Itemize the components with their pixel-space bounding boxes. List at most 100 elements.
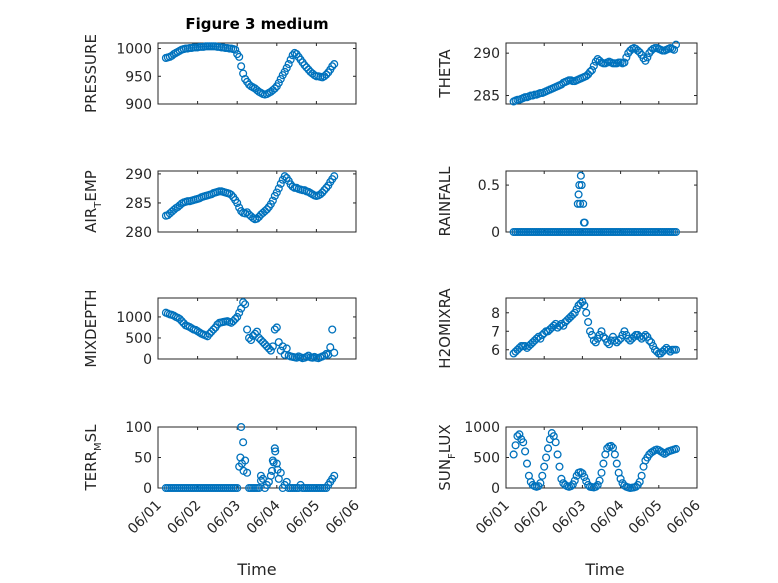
data-point [532, 334, 541, 343]
data-point [264, 344, 273, 353]
data-point [579, 199, 588, 208]
y-tick-label: 950 [125, 69, 152, 85]
y-axis-label-part: PRESSURE [82, 34, 100, 113]
data-point [652, 347, 661, 356]
data-point [639, 332, 648, 341]
data-point [282, 63, 291, 72]
y-tick-label: 900 [125, 97, 152, 113]
data-point [585, 67, 595, 76]
data-point [286, 55, 295, 64]
data-point [330, 348, 339, 357]
data-point [557, 319, 566, 328]
data-point [300, 61, 309, 70]
y-axis-label-h2omixra: H2OMIXRA [436, 288, 454, 369]
data-point [519, 438, 528, 447]
data-point [328, 62, 337, 71]
data-point [235, 52, 244, 61]
data-point [637, 471, 646, 480]
panel-pressure: 900 950 1000 PRESSURE [82, 34, 357, 113]
data-point [576, 199, 585, 208]
axes-box-terr_msl [157, 426, 357, 489]
data-point [566, 482, 575, 491]
data-point [664, 345, 673, 354]
y-tick-label: 290 [473, 46, 500, 62]
data-point [268, 196, 277, 205]
data-point [269, 458, 278, 467]
data-point [256, 476, 266, 485]
y-axis-label-part: M [93, 442, 104, 451]
figure-title: Figure 3 medium [185, 15, 328, 33]
axes-box-air_temp [157, 170, 357, 233]
y-tick-label: 0 [491, 225, 500, 241]
data-point [534, 332, 543, 341]
y-tick-label: 100 [125, 420, 152, 436]
data-point [322, 70, 331, 79]
data-point [262, 205, 271, 214]
data-point [304, 351, 313, 360]
data-point [649, 447, 658, 456]
data-point [597, 327, 606, 336]
data-point [540, 462, 549, 471]
data-point [557, 474, 566, 483]
y-tick-label: 0 [143, 352, 152, 368]
data-point [276, 179, 285, 188]
series-rainfall [509, 171, 681, 237]
data-point [328, 325, 337, 334]
y-axis-label-pressure: PRESSURE [82, 34, 100, 113]
data-point [239, 466, 248, 475]
data-point [273, 465, 282, 474]
y-tick-label: 7 [491, 324, 500, 340]
data-point [570, 476, 579, 485]
data-point [231, 45, 240, 54]
panel-mixdepth: 0 500 1000 MIXDEPTH [82, 289, 357, 368]
data-point [620, 58, 629, 67]
data-point [577, 181, 586, 190]
data-point [540, 329, 549, 338]
data-point [276, 75, 285, 84]
data-point [528, 480, 537, 490]
data-point [589, 61, 598, 70]
data-point [280, 67, 289, 76]
series-air_temp [161, 172, 339, 224]
data-point [239, 298, 248, 307]
panel-h2omixra: 6 7 8 H2OMIXRA [436, 288, 698, 369]
y-tick-label: 0 [143, 481, 152, 497]
series-pressure [161, 42, 339, 99]
axes-box-sun_flux [505, 426, 698, 489]
y-axis-label-part: T [93, 201, 104, 209]
y-axis-label-part: F [447, 453, 458, 459]
y-axis-label-part: H2OMIXRA [436, 288, 454, 369]
data-point [643, 53, 652, 62]
data-point [271, 447, 280, 456]
data-point [320, 351, 329, 360]
data-point [193, 327, 202, 336]
data-point [302, 352, 311, 361]
data-point [169, 311, 178, 320]
data-point [616, 474, 625, 483]
data-point [278, 342, 287, 351]
data-point [568, 310, 577, 319]
data-point [553, 450, 562, 459]
data-point [574, 190, 583, 199]
data-point [555, 462, 564, 471]
data-point [603, 338, 612, 347]
data-point [641, 330, 650, 340]
data-point [237, 459, 247, 468]
y-axis-label-sun_flux: SUNFLUX [436, 424, 458, 490]
y-axis-label-part: MIXDEPTH [82, 289, 100, 367]
data-point [266, 346, 275, 355]
data-point [237, 207, 246, 216]
y-tick-label: 1000 [464, 420, 500, 436]
series-mixdepth [161, 298, 339, 363]
data-point [239, 438, 248, 447]
data-point [589, 336, 598, 345]
y-axis-label-part: THETA [436, 49, 454, 99]
series-terr_msl [161, 422, 339, 493]
data-point [326, 343, 335, 352]
data-point [268, 342, 277, 351]
y-tick-label: 500 [473, 451, 500, 467]
panel-theta: 285 290 THETA [436, 40, 698, 106]
data-point [612, 459, 621, 468]
data-point [302, 63, 311, 72]
data-point [235, 308, 244, 317]
